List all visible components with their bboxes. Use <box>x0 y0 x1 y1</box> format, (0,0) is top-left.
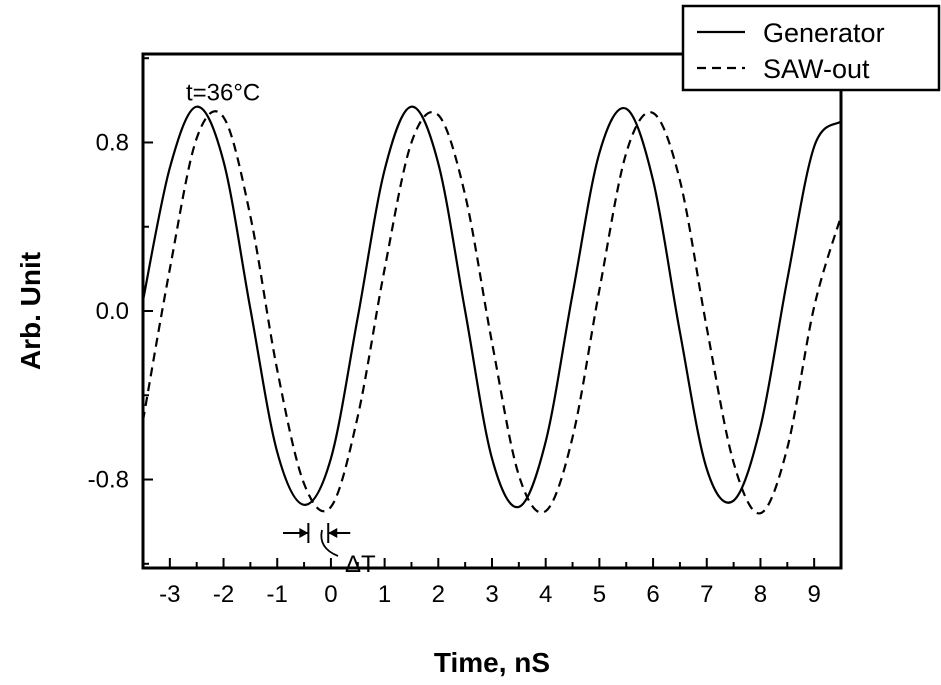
x-tick-label: 3 <box>485 581 498 608</box>
y-axis-title: Arb. Unit <box>15 252 46 370</box>
delta-arrowhead-right <box>328 528 338 538</box>
x-tick-label: 6 <box>646 581 659 608</box>
x-tick-label: 9 <box>807 581 820 608</box>
legend-label: SAW-out <box>763 54 870 84</box>
x-tick-label: 4 <box>539 581 552 608</box>
x-tick-label: -1 <box>267 581 288 608</box>
plot-frame <box>141 52 843 570</box>
x-tick-label: -2 <box>213 581 234 608</box>
x-tick-label: 0 <box>324 581 337 608</box>
delta-t-label: ΔT <box>345 551 376 578</box>
legend-label: Generator <box>763 18 885 48</box>
x-tick-label: 7 <box>700 581 713 608</box>
temperature-annotation: t=36°C <box>186 79 260 106</box>
x-tick-label: 1 <box>378 581 391 608</box>
x-tick-label: 8 <box>754 581 767 608</box>
y-tick-label: 0.0 <box>96 298 129 325</box>
y-tick-label: 0.8 <box>96 129 129 156</box>
x-axis-title: Time, nS <box>434 647 550 678</box>
plot-layer: -3 -2 -1 0 1 2 3 4 5 6 7 8 9 0.8 0.0 -0.8 Time, nS Arb. U… <box>15 4 941 678</box>
delta-leader <box>320 529 339 557</box>
delta-arrowhead-left <box>299 528 309 538</box>
x-tick-label: 2 <box>432 581 445 608</box>
y-tick-label: -0.8 <box>88 467 129 494</box>
legend-box <box>681 4 941 92</box>
series-line-saw-out <box>143 110 841 515</box>
x-tick-label: 5 <box>593 581 606 608</box>
x-tick-label: -3 <box>159 581 180 608</box>
series-line-generator <box>143 105 841 509</box>
